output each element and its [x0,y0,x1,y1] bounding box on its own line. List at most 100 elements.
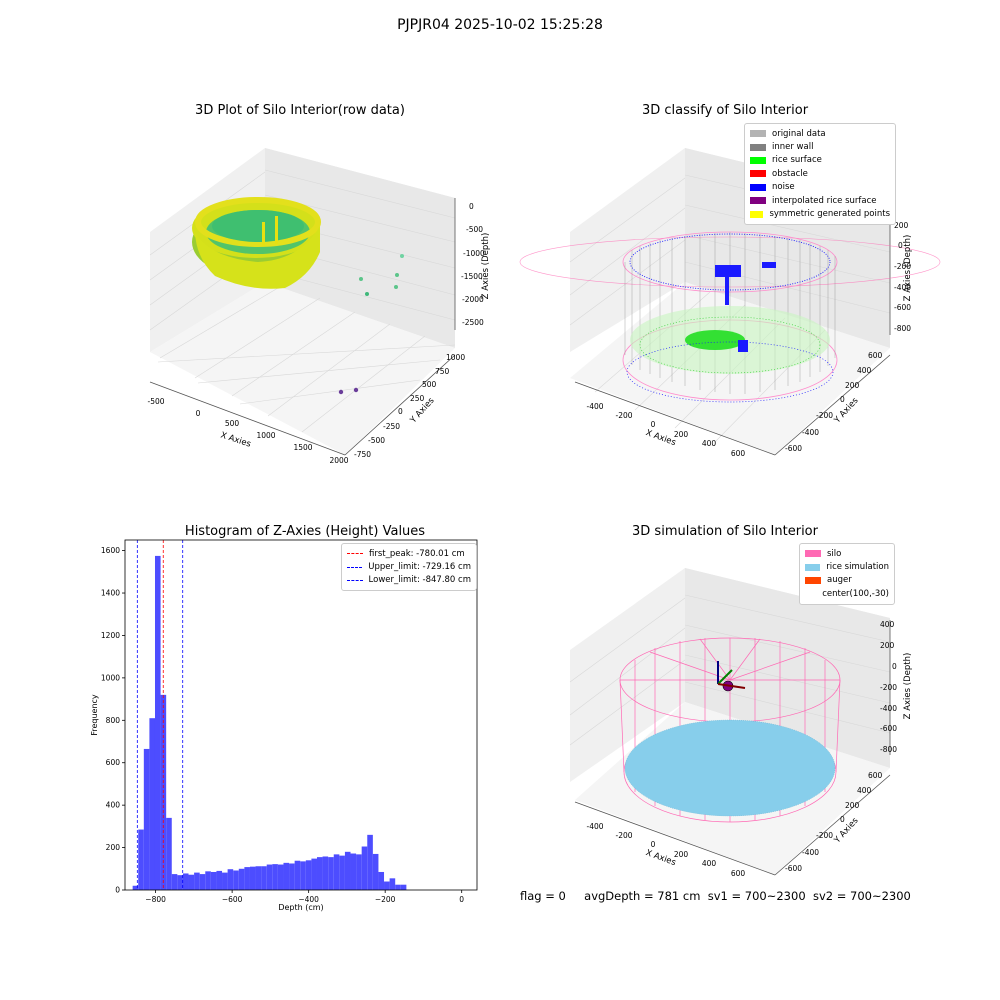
p4-zlabel: Z Axies (Depth) [903,653,913,720]
histogram-bar [305,860,312,890]
sv2-text: sv2 = 700~2300 [812,889,911,903]
p4-ztick: -800 [880,745,897,754]
y-tick-label: 600 [106,758,121,767]
p4-xtick: 400 [702,859,717,868]
p1-ytick: -750 [354,450,371,459]
p2-ytick: -200 [816,411,833,420]
p2-ytick: 600 [868,351,883,360]
legend-item-auger: auger [805,574,889,587]
p2-ylabel: Y Axies [832,395,861,426]
p2-xtick: -400 [586,402,603,411]
p4-xtick: -200 [615,831,632,840]
panel2-3d-plot: -400 -200 0 200 400 600 -600 -400 -200 0… [519,148,941,458]
p1-ytick: 750 [435,367,450,376]
histogram-bar [194,872,200,890]
histogram-bar [333,854,340,890]
histogram-bar [255,866,262,890]
p1-zlabel: Z Axies (Depth) [481,233,491,300]
y-tick-label: 200 [106,843,121,852]
histogram-bar [149,718,155,890]
p1-xtick: -500 [147,397,164,406]
panel2-legend: original data inner wall rice surface ob… [744,123,896,225]
histogram-bar [227,869,234,890]
legend-line [347,553,363,555]
p4-xtick: 600 [731,869,746,878]
avg-depth-text: avgDepth = 781 cm [584,889,701,903]
p2-xtick: 0 [651,420,656,429]
p1-ztick: -1500 [461,272,483,281]
p2-ytick: 200 [845,381,860,390]
p1-ytick: -500 [368,436,385,445]
panel4-legend: silo rice simulation auger center(100,-3… [799,543,895,605]
panel4-title: 3D simulation of Silo Interior [632,524,818,539]
histogram-bar [249,866,256,890]
p2-ztick: -800 [894,324,911,333]
p4-xtick: -400 [586,822,603,831]
y-tick-label: 1200 [101,631,120,640]
p4-ytick: -200 [816,831,833,840]
histogram-bar [222,872,228,890]
histogram-bar [389,878,396,890]
legend-swatch [805,590,816,597]
flag-text: flag = 0 [520,889,566,903]
panel1-ring-cloud [192,197,321,289]
histogram-bar [367,834,373,890]
panel4-tick-labels: -400 -200 0 200 400 600 -600 -400 -200 0… [586,620,897,878]
panel2-tick-labels: -400 -200 0 200 400 600 -600 -400 -200 0… [586,221,911,458]
legend-item-center: center(100,-30) [805,587,889,600]
x-tick-label: −400 [298,895,319,904]
histogram-bar [339,855,345,890]
histogram-bar [238,868,245,890]
legend-swatch [750,130,766,138]
histogram-bar [400,884,407,890]
p1-ztick: -500 [466,225,483,234]
p1-xtick: 2000 [329,456,348,465]
y-tick-label: 1600 [101,546,120,555]
status-footer: flag = 0 avgDepth = 781 cm sv1 = 700~230… [520,889,911,903]
p4-ytick: 200 [845,801,860,810]
panel4-3d-plot: -400 -200 0 200 400 600 -600 -400 -200 0… [569,568,913,878]
p4-ztick: -400 [880,704,897,713]
p1-xtick: 1000 [256,431,275,440]
histogram-xlabel: Depth (cm) [278,903,323,912]
y-tick-label: 400 [106,801,121,810]
histogram-bar [311,858,317,890]
histogram-bar [316,857,323,890]
histogram-bar [289,863,295,890]
legend-swatch [750,170,766,178]
p2-xtick: 200 [674,430,689,439]
histogram-bar [143,748,150,890]
p1-ytick: -250 [383,422,400,431]
histogram-bar [344,851,351,890]
histogram-bar [350,853,357,890]
legend-item-rice-simulation: rice simulation [805,560,889,573]
auger-marker [717,661,746,692]
p1-ztick: 0 [469,202,474,211]
p4-xtick: 200 [674,850,689,859]
histogram-bar [205,871,211,890]
legend-swatch [750,197,766,205]
p1-ytick: 0 [398,407,403,416]
legend-swatch [805,563,821,571]
legend-item-rice-surface: rice surface [750,154,890,167]
histogram-y-ticks: 0 200 400 600 800 1000 1200 1400 1600 [101,546,125,895]
p2-xtick: -200 [615,411,632,420]
p2-ytick: 0 [840,395,845,404]
panel1-outlier-points [338,254,404,395]
legend-swatch [750,156,766,164]
x-tick-label: −800 [145,895,166,904]
histogram-bar [177,875,183,890]
histogram-bar [277,864,284,890]
histogram-title: Histogram of Z-Axies (Height) Values [184,524,426,539]
p1-ytick: 500 [422,380,437,389]
p1-ztick: -2500 [462,318,484,327]
histogram-chart: −800 −600 −400 −200 0 0 200 400 600 800 1000 1200 1… [90,539,478,912]
p4-xtick: 0 [651,840,656,849]
figure-title: PJPJR04 2025-10-02 15:25:28 [397,17,603,33]
p4-ztick: 400 [880,620,895,629]
histogram-bar [188,874,195,890]
y-tick-label: 0 [115,886,120,895]
p4-ytick: -600 [785,864,802,873]
legend-line [347,566,363,568]
histogram-frame [124,539,478,891]
